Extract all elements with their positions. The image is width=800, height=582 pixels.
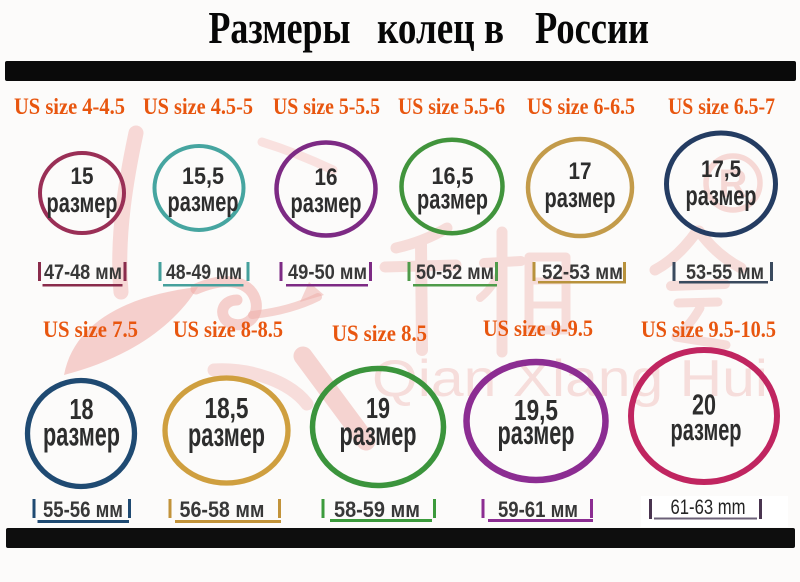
svg-text:59-61 мм: 59-61 мм [498,497,578,522]
svg-text:15,5: 15,5 [182,163,224,190]
svg-text:Размеры: Размеры [209,3,351,53]
svg-text:55-56 мм: 55-56 мм [43,497,123,522]
svg-text:19,5: 19,5 [514,395,558,427]
svg-text:US size 6.5-7: US size 6.5-7 [668,94,775,119]
svg-text:20: 20 [692,390,716,422]
svg-text:размер: размер [340,415,417,452]
svg-text:56-58 мм: 56-58 мм [180,497,265,522]
svg-text:размер: размер [671,412,742,447]
svg-text:US size 8.5: US size 8.5 [332,321,427,346]
svg-text:US size 7.5: US size 7.5 [43,317,138,342]
svg-text:48-49 мм: 48-49 мм [166,261,242,284]
svg-text:15: 15 [71,163,94,190]
svg-text:US size 9-9.5: US size 9-9.5 [483,316,593,341]
svg-text:47-48 мм: 47-48 мм [44,261,122,284]
svg-text:18,5: 18,5 [205,393,249,425]
svg-text:49-50 мм: 49-50 мм [288,261,367,284]
svg-text:US size 8-8.5: US size 8-8.5 [173,317,283,342]
svg-text:US size 4.5-5: US size 4.5-5 [143,94,253,119]
svg-text:размер: размер [545,182,616,213]
svg-text:52-53 мм: 52-53 мм [542,261,623,284]
svg-text:17,5: 17,5 [701,156,741,183]
svg-text:61-63 mm: 61-63 mm [671,495,746,519]
svg-text:18: 18 [70,394,94,426]
svg-text:16,5: 16,5 [432,163,474,190]
svg-text:50-52 мм: 50-52 мм [416,261,494,284]
svg-text:US size 6-6.5: US size 6-6.5 [527,94,635,119]
svg-text:R: R [719,162,748,206]
svg-text:58-59 мм: 58-59 мм [334,497,420,522]
svg-text:размер: размер [168,186,239,217]
svg-text:US size 5-5.5: US size 5-5.5 [273,94,380,119]
svg-text:17: 17 [569,158,592,185]
svg-text:US size 4-4.5: US size 4-4.5 [14,94,125,119]
svg-text:России: России [535,3,649,53]
svg-text:размер: размер [686,180,757,211]
svg-text:US size 5.5-6: US size 5.5-6 [398,94,505,119]
svg-text:размер: размер [43,416,120,453]
svg-text:размер: размер [188,416,265,453]
svg-text:колец в: колец в [377,3,504,53]
svg-text:размер: размер [291,187,362,218]
svg-text:размер: размер [498,414,575,451]
svg-text:размер: размер [417,184,488,215]
svg-text:размер: размер [47,187,118,218]
svg-text:19: 19 [366,393,390,425]
svg-text:US size 9.5-10.5: US size 9.5-10.5 [641,317,776,342]
svg-text:53-55 мм: 53-55 мм [686,261,764,284]
svg-text:16: 16 [315,164,338,191]
